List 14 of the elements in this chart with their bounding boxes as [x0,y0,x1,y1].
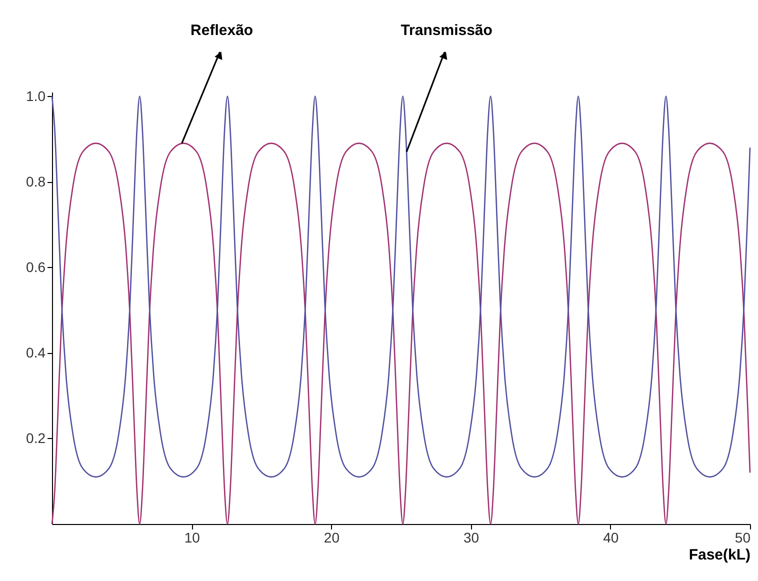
y-tick-label: 0.4 [26,344,46,360]
annotation: Transmissão [400,22,492,39]
line-series [51,96,751,478]
x-tick-label: 40 [603,530,619,546]
x-axis-title: Fase(kL) [688,546,750,564]
x-tick-label: 30 [464,530,480,546]
x-tick-label: 20 [324,530,340,546]
y-tick-label: 0.6 [26,258,46,275]
x-tick-label: 50 [734,530,751,546]
y-tick-label: 1.0 [26,88,46,104]
x-tick-label: 10 [184,530,200,546]
annotation: Reflexão [190,22,254,39]
y-tick-label: 0.8 [26,173,46,190]
y-tick-label: 0.2 [26,430,46,446]
